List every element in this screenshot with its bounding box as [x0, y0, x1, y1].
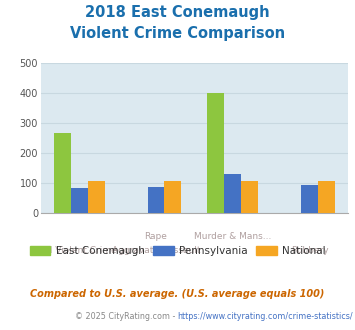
Text: Robbery: Robbery [291, 246, 328, 255]
Text: All Violent Crime: All Violent Crime [41, 246, 117, 255]
Bar [224, 174, 241, 213]
Text: Murder & Mans...: Murder & Mans... [194, 232, 272, 241]
Bar [207, 93, 224, 213]
Text: 2018 East Conemaugh: 2018 East Conemaugh [85, 5, 270, 20]
Bar [88, 181, 104, 213]
Bar [164, 181, 181, 213]
Bar [54, 133, 71, 213]
Bar [71, 188, 88, 213]
Text: © 2025 CityRating.com -: © 2025 CityRating.com - [75, 312, 178, 321]
Legend: East Conemaugh, Pennsylvania, National: East Conemaugh, Pennsylvania, National [25, 242, 330, 260]
Text: Violent Crime Comparison: Violent Crime Comparison [70, 26, 285, 41]
Text: https://www.cityrating.com/crime-statistics/: https://www.cityrating.com/crime-statist… [178, 312, 353, 321]
Text: Aggravated Assault: Aggravated Assault [112, 246, 200, 255]
Bar [318, 181, 335, 213]
Bar [241, 181, 258, 213]
Bar [148, 187, 164, 213]
Text: Compared to U.S. average. (U.S. average equals 100): Compared to U.S. average. (U.S. average … [30, 289, 325, 299]
Bar [301, 185, 318, 213]
Text: Rape: Rape [144, 232, 168, 241]
